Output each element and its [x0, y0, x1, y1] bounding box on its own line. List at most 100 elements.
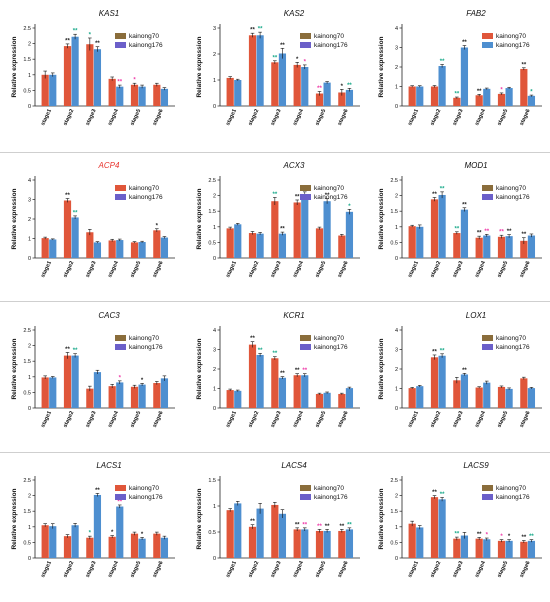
legend-swatch [482, 194, 493, 200]
x-tick-label: stage3 [270, 410, 283, 428]
y-axis-label: Relative expression [378, 36, 385, 97]
legend-swatch [115, 344, 126, 350]
significance-mark: * [141, 532, 144, 538]
bar-kainong176-stage3 [460, 374, 469, 408]
significance-mark: ** [302, 368, 307, 374]
x-tick-label: stage4 [292, 107, 305, 126]
significance-mark: ** [432, 349, 437, 355]
x-tick-label: stage2 [63, 410, 76, 428]
bar-kainong176-stage2 [256, 354, 264, 408]
x-tick-label: stage6 [152, 108, 165, 126]
x-tick-label: stage6 [337, 560, 350, 578]
bar-kainong176-stage2 [438, 355, 446, 408]
y-tick-label: 4 [213, 328, 216, 334]
bar-kainong176-stage3 [93, 49, 102, 106]
bar-kainong70-stage3 [453, 233, 461, 258]
bar-kainong70-stage5 [130, 386, 139, 408]
bar-kainong70-stage2 [430, 199, 439, 258]
x-tick-label: stage6 [519, 560, 532, 578]
y-tick-label: 2.5 [390, 178, 398, 184]
bar-kainong70-stage3 [271, 504, 279, 558]
x-tick-label: stage4 [107, 107, 120, 126]
significance-mark: ** [325, 193, 330, 199]
chart-title: MOD1 [464, 161, 487, 170]
bar-kainong176-stage6 [160, 88, 169, 106]
significance-mark: ** [73, 210, 78, 216]
chart-title: KAS2 [284, 9, 305, 18]
legend-label: kainong70 [496, 485, 526, 492]
x-tick-label: stage3 [452, 260, 465, 278]
bar-kainong176-stage4 [116, 506, 124, 558]
x-tick-label: stage4 [107, 409, 120, 428]
bar-kainong176-stage1 [416, 86, 424, 106]
legend-swatch [300, 344, 311, 350]
bar-kainong176-stage1 [49, 74, 57, 106]
y-tick-label: 1.5 [23, 509, 31, 515]
bar-kainong70-stage5 [315, 393, 324, 408]
significance-mark: * [156, 223, 159, 229]
bar-kainong70-stage2 [63, 355, 72, 408]
bar-kainong70-stage3 [271, 358, 279, 408]
y-axis-label: Relative expression [11, 36, 18, 97]
significance-mark: ** [440, 348, 445, 354]
x-tick-label: stage4 [107, 559, 120, 578]
x-tick-label: stage1 [407, 560, 420, 578]
x-tick-label: stage2 [248, 560, 261, 578]
bar-kainong176-stage4 [483, 382, 491, 408]
bar-kainong70-stage4 [293, 529, 301, 558]
bar-kainong70-stage3 [86, 537, 94, 558]
x-tick-label: stage4 [292, 409, 305, 428]
significance-mark: * [141, 378, 144, 384]
bar-kainong70-stage5 [315, 93, 324, 106]
chart-title: ACP4 [98, 161, 120, 170]
x-tick-label: stage5 [497, 108, 510, 126]
bar-kainong176-stage1 [49, 526, 57, 558]
bar-kainong70-stage4 [475, 237, 483, 258]
legend-swatch [115, 194, 126, 200]
x-tick-label: stage3 [85, 260, 98, 278]
bar-kainong70-stage6 [520, 541, 528, 558]
y-tick-label: 1 [213, 225, 216, 231]
bar-kainong70-stage1 [226, 510, 234, 558]
bar-kainong176-stage1 [416, 386, 424, 408]
significance-mark: * [348, 204, 351, 210]
significance-mark: ** [522, 62, 527, 68]
chart-title: ACX3 [283, 161, 305, 170]
x-tick-label: stage3 [452, 410, 465, 428]
significance-mark: * [296, 57, 299, 63]
bar-kainong70-stage4 [293, 375, 301, 408]
bar-kainong176-stage3 [460, 47, 469, 106]
significance-mark: * [500, 87, 503, 93]
legend-swatch [115, 494, 126, 500]
significance-mark: ** [73, 348, 78, 354]
bar-kainong70-stage3 [86, 388, 94, 408]
y-tick-label: 1 [395, 525, 398, 531]
chart-lacs4: LACS4 Relative expression 0 0.5 1 1.5 stage1 **… [196, 461, 360, 579]
significance-mark: ** [258, 27, 263, 33]
legend-swatch [300, 33, 311, 39]
bar-kainong176-stage5 [138, 384, 146, 408]
legend-swatch [300, 42, 311, 48]
bar-kainong176-stage5 [138, 86, 146, 106]
legend-swatch [482, 33, 493, 39]
x-tick-label: stage1 [40, 410, 53, 428]
x-tick-label: stage5 [315, 410, 328, 428]
bar-kainong176-stage4 [116, 86, 124, 106]
y-axis-label: Relative expression [196, 188, 203, 249]
bar-kainong176-stage6 [527, 388, 536, 408]
bar-kainong70-stage4 [108, 536, 116, 558]
y-axis-label: Relative expression [378, 188, 385, 249]
bar-kainong70-stage2 [430, 497, 439, 558]
bar-kainong176-stage6 [527, 540, 536, 558]
bar-kainong176-stage5 [138, 538, 146, 558]
y-tick-label: 2.5 [390, 478, 398, 484]
y-axis-label: Relative expression [378, 338, 385, 399]
significance-mark: ** [522, 232, 527, 238]
significance-mark: ** [484, 229, 489, 235]
y-tick-label: 2 [28, 42, 31, 48]
significance-mark: ** [258, 348, 263, 354]
significance-mark: ** [432, 192, 437, 198]
